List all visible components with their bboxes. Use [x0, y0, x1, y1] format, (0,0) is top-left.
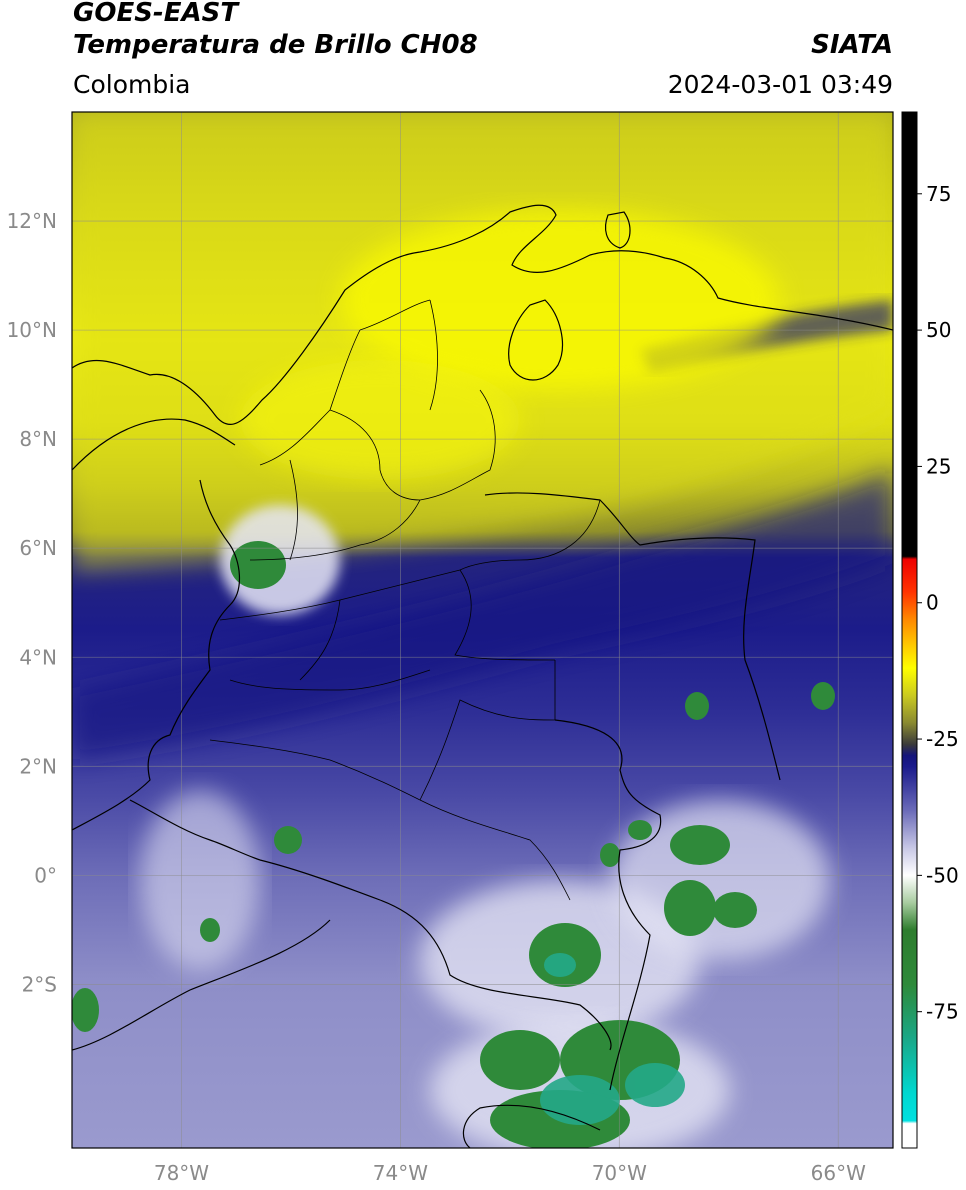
- product-title: Temperatura de Brillo CH08: [73, 30, 478, 60]
- colorbar-tick-label: 25: [926, 454, 951, 478]
- peru-coastline: [72, 919, 331, 1051]
- latitude-tick-label: 8°N: [19, 427, 57, 451]
- brand-label: SIATA: [811, 30, 893, 60]
- ecuador-border: [129, 799, 261, 861]
- colorbar-tick-label: -25: [926, 727, 959, 751]
- peru-brazil-border: [462, 1104, 601, 1148]
- longitude-tick-label: 74°W: [373, 1161, 428, 1185]
- colorbar: 75 50 25 0 -25 -50 -75: [901, 111, 959, 1149]
- satellite-title: GOES-EAST: [73, 0, 239, 28]
- coastlines-borders: [72, 204, 893, 1148]
- colombia-peru-border: [259, 859, 612, 1051]
- latitude-tick-label: 4°N: [19, 645, 57, 669]
- colombia-brazil-border: [554, 719, 662, 1091]
- latitude-tick-label: 2°S: [22, 972, 57, 996]
- longitude-tick-label: 70°W: [592, 1161, 647, 1185]
- latitude-tick-label: 2°N: [19, 754, 57, 778]
- latitude-tick-label: 6°N: [19, 536, 57, 560]
- colorbar-ticks: 75 50 25 0 -25 -50 -75: [917, 182, 959, 1024]
- region-label: Colombia: [73, 70, 191, 99]
- colorbar-tick-label: 75: [926, 182, 951, 206]
- colorbar-ramp: [902, 112, 917, 1148]
- brightness-temperature-field: [72, 112, 893, 1148]
- longitude-ticks: 78°W 74°W 70°W 66°W: [154, 1161, 866, 1185]
- latitude-tick-label: 12°N: [7, 209, 57, 233]
- pacific-coastline: [72, 479, 241, 831]
- longitude-tick-label: 66°W: [811, 1161, 866, 1185]
- longitude-tick-label: 78°W: [154, 1161, 209, 1185]
- department-boundaries: [209, 299, 601, 901]
- panama-outline: [72, 418, 236, 471]
- map-frame: [71, 111, 894, 1149]
- colorbar-tick-label: 50: [926, 318, 951, 342]
- colorbar-tick-label: 0: [926, 591, 939, 615]
- paraguana-peninsula: [605, 211, 631, 249]
- colorbar-frame: [901, 111, 918, 1149]
- colorbar-tick-label: -50: [926, 863, 959, 887]
- caribbean-coastline: [72, 204, 893, 426]
- colorbar-tick-label: -75: [926, 1000, 959, 1024]
- latitude-tick-label: 0°: [34, 863, 57, 887]
- latitude-ticks: 12°N 10°N 8°N 6°N 4°N 2°N 0° 2°S: [7, 209, 57, 996]
- maracaibo-lake: [508, 299, 564, 381]
- colombia-venezuela-border: [484, 492, 781, 781]
- timestamp-label: 2024-03-01 03:49: [667, 70, 893, 99]
- latitude-tick-label: 10°N: [7, 318, 57, 342]
